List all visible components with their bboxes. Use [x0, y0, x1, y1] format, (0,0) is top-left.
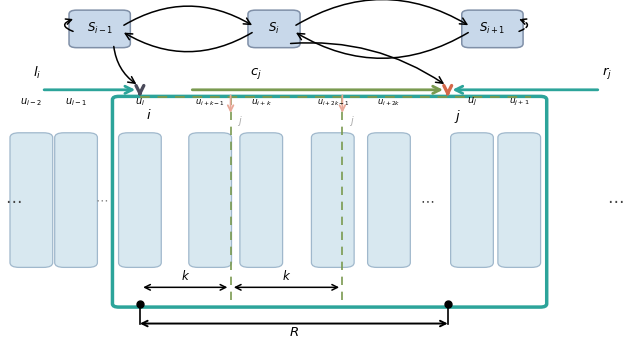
Text: $i$: $i$	[147, 108, 152, 122]
Text: $k$: $k$	[282, 269, 291, 283]
Text: $S_{i+1}$: $S_{i+1}$	[479, 21, 506, 36]
FancyBboxPatch shape	[189, 133, 232, 267]
FancyBboxPatch shape	[118, 133, 161, 267]
Text: $j$: $j$	[349, 114, 355, 128]
FancyBboxPatch shape	[451, 133, 493, 267]
Text: $u_{i-2}$: $u_{i-2}$	[20, 96, 42, 108]
Text: $u_{j+1}$: $u_{j+1}$	[509, 97, 529, 108]
Text: $\mathit{u_{i+k-1}}$: $\mathit{u_{i+k-1}}$	[0, 340, 1, 341]
Text: $\mathit{u_{j+1}}$: $\mathit{u_{j+1}}$	[0, 340, 1, 341]
Text: $j$: $j$	[237, 114, 243, 128]
Text: $S_{i-1}$: $S_{i-1}$	[86, 21, 113, 36]
Text: $u_{i+2k-1}$: $u_{i+2k-1}$	[317, 98, 349, 108]
FancyBboxPatch shape	[367, 133, 410, 267]
Text: $\mathit{u_{i-2}}$: $\mathit{u_{i-2}}$	[0, 340, 1, 341]
Text: $j$: $j$	[454, 108, 461, 125]
Text: $l_i$: $l_i$	[33, 64, 41, 80]
Text: $\cdots$: $\cdots$	[420, 193, 435, 207]
Text: $u_j$: $u_j$	[467, 95, 477, 108]
FancyBboxPatch shape	[69, 10, 131, 48]
Text: $\mathit{u_i}$: $\mathit{u_i}$	[0, 340, 1, 341]
Text: $\mathit{u_{i+2k-1}}$: $\mathit{u_{i+2k-1}}$	[0, 340, 1, 341]
Text: $\cdots$: $\cdots$	[95, 194, 108, 207]
Text: $S_i$: $S_i$	[268, 21, 280, 36]
Text: $u_{i+k-1}$: $u_{i+k-1}$	[195, 98, 225, 108]
Text: $u_{i+k}$: $u_{i+k}$	[251, 98, 272, 108]
Text: $u_{i-1}$: $u_{i-1}$	[65, 96, 87, 108]
FancyBboxPatch shape	[54, 133, 97, 267]
FancyBboxPatch shape	[248, 10, 300, 48]
Text: $u_{i+2k}$: $u_{i+2k}$	[377, 98, 401, 108]
FancyBboxPatch shape	[312, 133, 354, 267]
FancyBboxPatch shape	[240, 133, 283, 267]
Text: $R$: $R$	[289, 326, 299, 339]
Text: $\mathit{u_{i+2k}}$: $\mathit{u_{i+2k}}$	[0, 340, 1, 341]
Text: $\cdots$: $\cdots$	[607, 191, 623, 209]
Text: $k$: $k$	[180, 269, 190, 283]
Text: $\mathit{u_{i+k}}$: $\mathit{u_{i+k}}$	[0, 340, 1, 341]
Text: $c_j$: $c_j$	[250, 65, 262, 80]
FancyBboxPatch shape	[462, 10, 523, 48]
Text: $\mathit{u_j}$: $\mathit{u_j}$	[0, 340, 1, 341]
Text: $u_i$: $u_i$	[135, 96, 145, 108]
FancyBboxPatch shape	[10, 133, 52, 267]
Text: $\cdots$: $\cdots$	[5, 191, 22, 209]
Text: $r_j$: $r_j$	[602, 64, 612, 80]
Text: $\mathit{u_{i-1}}$: $\mathit{u_{i-1}}$	[0, 340, 1, 341]
FancyBboxPatch shape	[498, 133, 541, 267]
